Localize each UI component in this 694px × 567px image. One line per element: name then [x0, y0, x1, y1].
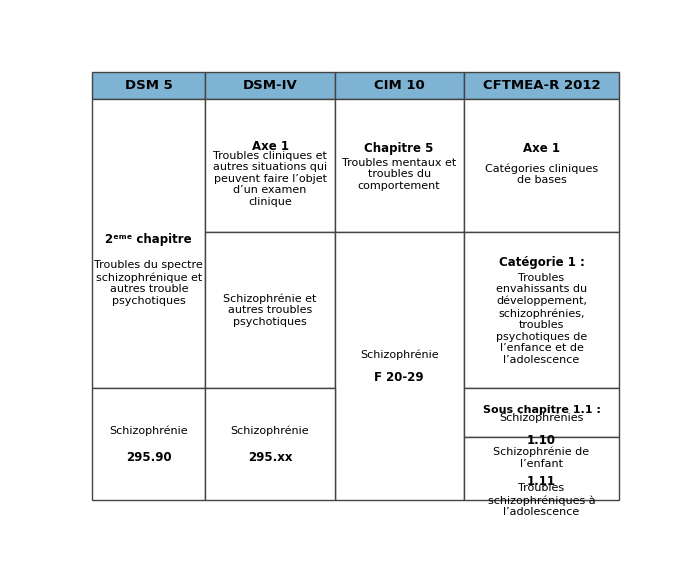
Bar — [464, 73, 619, 99]
Text: Schizophrénies: Schizophrénies — [499, 413, 584, 423]
Text: Catégorie 1 :: Catégorie 1 : — [498, 256, 584, 269]
Bar — [205, 99, 335, 232]
Bar — [464, 232, 619, 388]
Text: CIM 10: CIM 10 — [374, 79, 425, 92]
Text: Schizophrénie: Schizophrénie — [230, 426, 310, 437]
Text: DSM-IV: DSM-IV — [243, 79, 298, 92]
Text: CFTMEA-R 2012: CFTMEA-R 2012 — [482, 79, 600, 92]
Text: Axe 1: Axe 1 — [251, 139, 289, 153]
Text: F 20-29: F 20-29 — [374, 371, 424, 383]
Text: Sous chapitre 1.1 :: Sous chapitre 1.1 : — [482, 405, 600, 415]
Bar — [92, 388, 205, 500]
Text: Troubles cliniques et
autres situations qui
peuvent faire l’objet
d’un examen
cl: Troubles cliniques et autres situations … — [213, 151, 327, 207]
Bar — [464, 437, 619, 500]
Bar — [335, 99, 464, 232]
Text: Troubles du spectre
schizophrénique et
autres trouble
psychotiques: Troubles du spectre schizophrénique et a… — [94, 260, 203, 306]
Text: 1.11: 1.11 — [527, 475, 556, 488]
Text: Schizophrénie: Schizophrénie — [110, 426, 188, 437]
Text: Troubles
schizophréniques à
l’adolescence: Troubles schizophréniques à l’adolescenc… — [488, 483, 595, 517]
Text: Schizophrénie et
autres troubles
psychotiques: Schizophrénie et autres troubles psychot… — [223, 293, 316, 327]
Text: Axe 1: Axe 1 — [523, 142, 560, 155]
Text: 295.90: 295.90 — [126, 451, 171, 464]
Bar — [92, 73, 205, 99]
Bar — [205, 73, 335, 99]
Bar — [205, 388, 335, 500]
Text: Schizophrénie: Schizophrénie — [360, 350, 439, 361]
Text: Troubles
envahissants du
développement,
schizophrénies,
troubles
psychotiques de: Troubles envahissants du développement, … — [496, 273, 587, 365]
Bar — [464, 99, 619, 232]
Text: 2ᵉᵐᵉ chapitre: 2ᵉᵐᵉ chapitre — [105, 233, 192, 246]
Text: Schizophrénie de
l’enfant: Schizophrénie de l’enfant — [493, 447, 589, 469]
Bar — [335, 232, 464, 500]
Text: 1.10: 1.10 — [527, 434, 556, 447]
Bar — [92, 99, 205, 388]
Text: Catégories cliniques
de bases: Catégories cliniques de bases — [485, 163, 598, 185]
Bar — [205, 232, 335, 388]
Text: DSM 5: DSM 5 — [125, 79, 173, 92]
Bar — [335, 73, 464, 99]
Text: 295.xx: 295.xx — [248, 451, 292, 464]
Text: Chapitre 5: Chapitre 5 — [364, 142, 434, 155]
Text: Troubles mentaux et
troubles du
comportement: Troubles mentaux et troubles du comporte… — [342, 158, 456, 191]
Bar — [464, 388, 619, 437]
